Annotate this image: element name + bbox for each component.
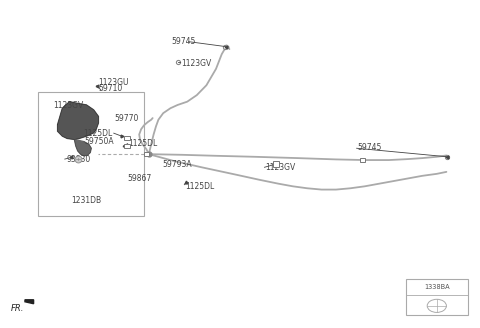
Text: 1123GV: 1123GV [181,59,212,68]
Text: FR.: FR. [11,304,24,314]
Text: 1123GV: 1123GV [53,101,83,110]
Bar [38,92,144,216]
Text: 59867: 59867 [127,174,152,183]
Text: 1231DB: 1231DB [71,195,101,205]
Text: 1125DL: 1125DL [129,139,158,148]
Bar [406,279,468,315]
Text: 59770: 59770 [114,114,139,123]
Text: 1123GV: 1123GV [265,163,296,172]
Text: 59750A: 59750A [84,136,114,146]
Text: 59710: 59710 [98,84,123,93]
Polygon shape [58,102,98,139]
Bar [124,136,130,140]
Text: 1125DL: 1125DL [185,182,214,191]
Text: 59745: 59745 [358,143,382,152]
Polygon shape [74,139,91,156]
Polygon shape [25,300,34,304]
Bar [124,144,130,148]
Text: 1125DL: 1125DL [83,129,112,138]
Text: 59745: 59745 [172,37,196,46]
Text: 1123GU: 1123GU [98,78,129,87]
Text: 93830: 93830 [66,154,91,164]
Bar [144,152,149,156]
Text: 1338BA: 1338BA [424,284,450,290]
Bar [360,158,365,162]
Text: 59793A: 59793A [162,160,192,170]
Bar [273,162,279,166]
